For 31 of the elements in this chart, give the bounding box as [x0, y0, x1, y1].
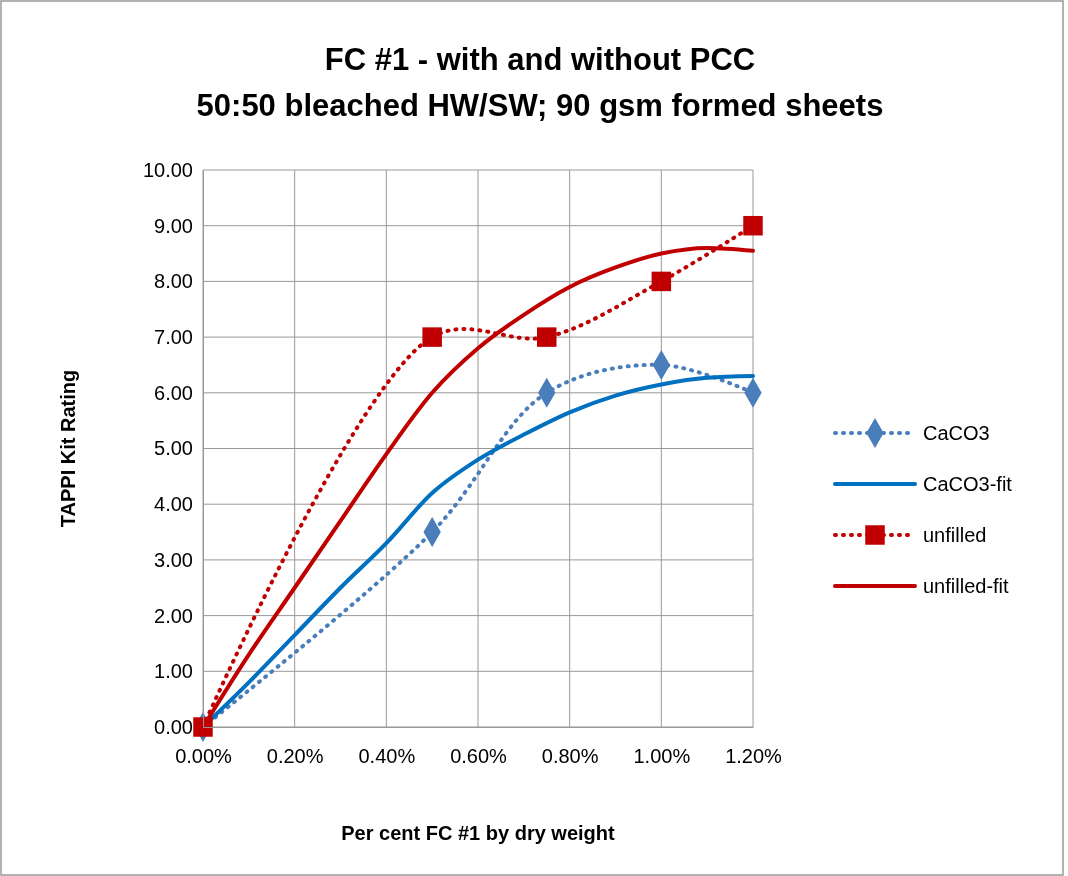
legend-label: CaCO3-fit [923, 473, 1013, 495]
y-tick-label: 5.00 [154, 437, 193, 460]
y-tick-label: 3.00 [154, 548, 193, 571]
point [651, 271, 672, 292]
y-axis-title: TAPPI Kit Rating [57, 369, 79, 528]
y-tick-label: 10.00 [142, 158, 193, 181]
y-tick-label: 7.00 [154, 326, 193, 348]
point [537, 327, 557, 347]
x-tick-label: 1.00% [633, 745, 691, 768]
x-tick-label: 0.00% [175, 745, 233, 768]
point [743, 215, 763, 236]
legend-label: unfilled [923, 524, 987, 546]
chart-title: FC #1 - with and without PCC [324, 42, 756, 77]
x-tick-label: 0.80% [541, 745, 599, 768]
y-tick-label: 2.00 [154, 604, 193, 627]
y-tick-label: 8.00 [154, 270, 193, 293]
x-tick-label: 0.40% [358, 745, 416, 768]
point [193, 717, 213, 737]
y-tick-label: 1.00 [154, 660, 193, 683]
y-tick-label: 0.00 [154, 715, 193, 738]
point [422, 327, 442, 347]
y-tick-label: 6.00 [154, 381, 193, 404]
x-axis-title: Per cent FC #1 by dry weight [341, 822, 616, 844]
chart-subtitle: 50:50 bleached HW/SW; 90 gsm formed sheets [196, 88, 884, 123]
legend-label: unfilled-fit [923, 575, 1010, 597]
x-tick-label: 0.20% [266, 745, 324, 768]
y-tick-label: 9.00 [154, 214, 193, 237]
legend-label: CaCO3 [923, 422, 990, 444]
x-tick-label: 0.60% [450, 745, 508, 768]
x-tick-label: 1.20% [725, 745, 783, 768]
y-tick-label: 4.00 [154, 493, 193, 516]
